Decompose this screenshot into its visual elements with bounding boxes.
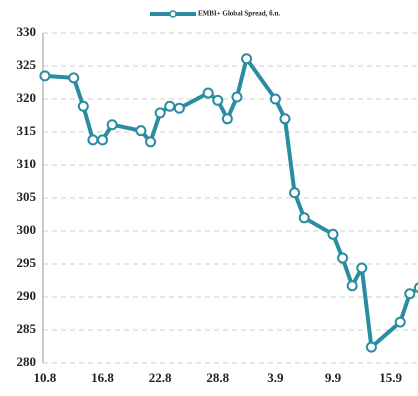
point	[68, 72, 80, 84]
point	[365, 341, 377, 353]
y-tick-label: 315	[17, 123, 37, 138]
y-tick-label: 305	[17, 189, 37, 204]
y-tick-label: 285	[17, 321, 37, 336]
point	[394, 316, 406, 328]
point	[77, 100, 89, 112]
point	[337, 252, 349, 264]
point	[135, 125, 147, 137]
point	[279, 113, 291, 125]
point	[356, 262, 368, 274]
legend-marker	[169, 10, 177, 18]
y-tick-label: 280	[17, 354, 37, 369]
point	[39, 70, 51, 82]
y-tick-label: 330	[17, 24, 37, 39]
point	[87, 134, 99, 146]
point	[241, 53, 253, 65]
point	[289, 187, 301, 199]
point	[145, 136, 157, 148]
point	[221, 113, 233, 125]
point	[97, 134, 109, 146]
point	[404, 288, 416, 300]
x-tick-label: 3.9	[267, 370, 284, 385]
x-tick-label: 22.8	[149, 370, 172, 385]
point	[164, 100, 176, 112]
y-tick-label: 295	[17, 255, 37, 270]
series-line	[44, 56, 418, 350]
y-tick-label: 325	[17, 57, 37, 72]
y-tick-label: 310	[17, 156, 37, 171]
point	[413, 282, 418, 294]
y-tick-label: 300	[17, 222, 37, 237]
legend-label: EMBI+ Global Spread, б.п.	[198, 10, 280, 18]
point	[231, 91, 243, 103]
plot	[39, 53, 418, 353]
x-tick-label: 15.9	[379, 370, 402, 385]
point	[202, 87, 214, 99]
y-tick-label: 320	[17, 90, 37, 105]
point	[269, 93, 281, 105]
point	[298, 212, 310, 224]
x-tick-label: 16.8	[91, 370, 114, 385]
x-tick-label: 28.8	[206, 370, 229, 385]
point	[212, 94, 224, 106]
x-tick-label: 9.9	[325, 370, 342, 385]
point	[327, 228, 339, 240]
point	[154, 107, 166, 119]
x-tick-label: 10.8	[34, 370, 57, 385]
point	[173, 102, 185, 114]
y-tick-label: 290	[17, 288, 37, 303]
point	[106, 119, 118, 131]
point	[346, 280, 358, 292]
